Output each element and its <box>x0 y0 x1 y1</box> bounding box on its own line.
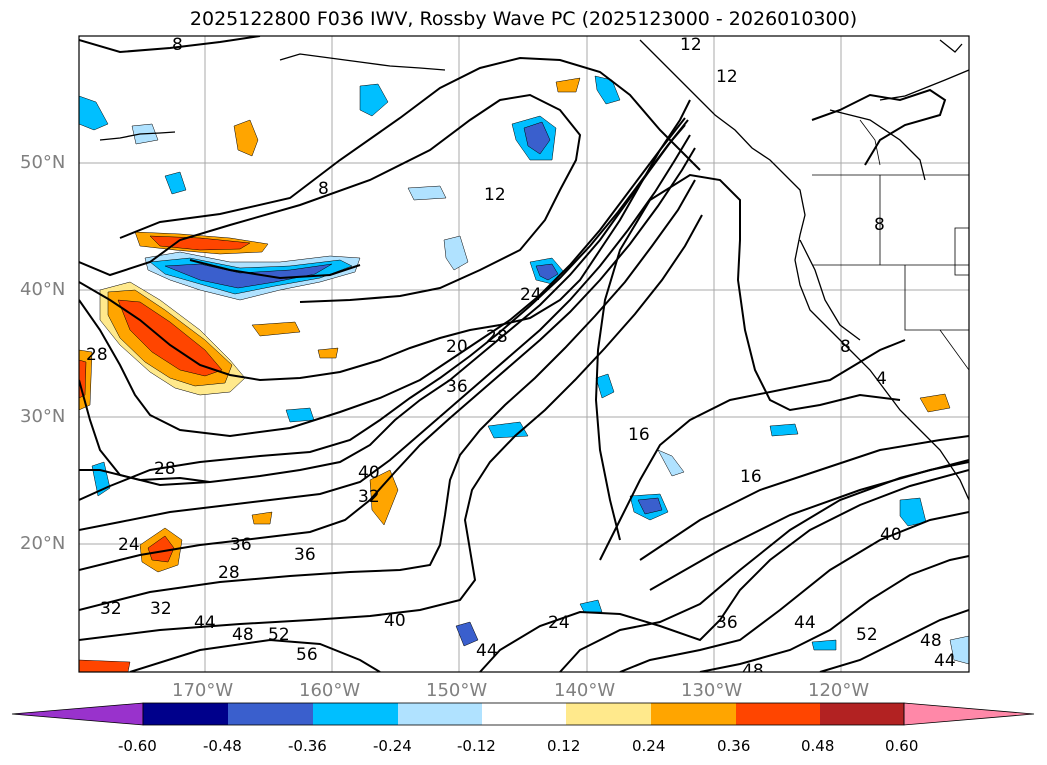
contour-label: 36 <box>294 545 316 565</box>
colorbar-tick: 0.48 <box>801 737 835 755</box>
anomaly-shading <box>79 75 969 672</box>
colorbar-tick: 0.12 <box>547 737 581 755</box>
contour-label: 24 <box>118 535 140 555</box>
lat-label-40n: 40°N <box>20 279 66 300</box>
contour-label: 44 <box>934 651 956 671</box>
contour-label: 36 <box>446 377 468 397</box>
contour-label: 52 <box>268 625 290 645</box>
contour-labels: 8 12 8 12 12 8 24 28 20 36 28 16 16 28 4… <box>86 35 956 681</box>
contour-label: 28 <box>86 345 108 365</box>
contour-label: 44 <box>794 613 816 633</box>
contour-label: 56 <box>296 645 318 665</box>
colorbar-tick: -0.24 <box>373 737 412 755</box>
contour-label: 48 <box>232 625 254 645</box>
map-frame <box>78 35 970 673</box>
colorbar <box>11 702 1035 726</box>
contour-label: 28 <box>218 563 240 583</box>
lon-label-140w: 140°W <box>554 680 616 701</box>
lat-label-30n: 30°N <box>20 406 66 427</box>
colorbar-tick: -0.12 <box>457 737 496 755</box>
contour-label: 24 <box>548 613 570 633</box>
contour-label: 40 <box>880 525 902 545</box>
contour-label: 36 <box>716 613 738 633</box>
lon-label-170w: 170°W <box>172 680 234 701</box>
contour-label: 32 <box>150 599 172 619</box>
contour-label: 32 <box>358 487 380 507</box>
plot-title: 2025122800 F036 IWV, Rossby Wave PC (202… <box>189 8 858 30</box>
iwv-contours <box>79 36 969 672</box>
colorbar-tick: 0.36 <box>717 737 751 755</box>
lat-label-20n: 20°N <box>20 533 66 554</box>
contour-label: 36 <box>230 535 252 555</box>
coastlines <box>99 39 969 501</box>
contour-label: 20 <box>446 337 468 357</box>
contour-label: 8 <box>318 179 329 199</box>
contour-label: 12 <box>484 185 506 205</box>
contour-label: 48 <box>742 661 764 681</box>
contour-label: 4 <box>876 369 887 389</box>
lon-label-130w: 130°W <box>681 680 743 701</box>
colorbar-tick: 0.60 <box>885 737 919 755</box>
contour-label: 24 <box>520 285 542 305</box>
contour-label: 40 <box>358 463 380 483</box>
contour-label: 16 <box>740 467 762 487</box>
contour-label: 48 <box>920 631 942 651</box>
lat-label-50n: 50°N <box>20 152 66 173</box>
lon-label-120w: 120°W <box>808 680 870 701</box>
borders <box>812 119 969 371</box>
contour-label: 16 <box>628 425 650 445</box>
colorbar-tick: -0.60 <box>118 737 157 755</box>
colorbar-tick: 0.24 <box>632 737 666 755</box>
contour-label: 44 <box>476 641 498 661</box>
contour-label: 32 <box>100 599 122 619</box>
contour-label: 40 <box>384 611 406 631</box>
contour-label: 8 <box>172 35 183 55</box>
contour-label: 12 <box>716 67 738 87</box>
contour-label: 28 <box>486 327 508 347</box>
colorbar-tick: -0.48 <box>203 737 242 755</box>
contour-label: 8 <box>840 337 851 357</box>
lon-label-160w: 160°W <box>299 680 361 701</box>
contour-label: 28 <box>154 459 176 479</box>
contour-label: 44 <box>194 613 216 633</box>
colorbar-tick: -0.36 <box>288 737 327 755</box>
contour-label: 8 <box>874 215 885 235</box>
contour-label: 12 <box>680 35 702 55</box>
contour-label: 52 <box>856 625 878 645</box>
lon-label-150w: 150°W <box>426 680 488 701</box>
